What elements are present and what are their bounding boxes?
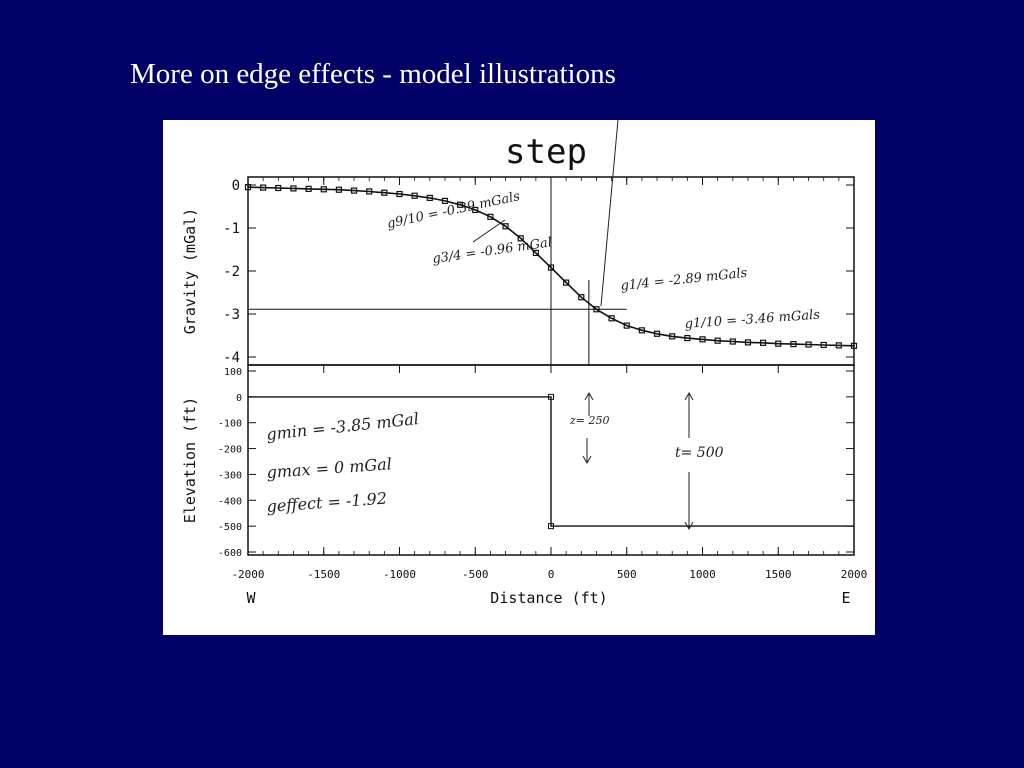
gravity-point bbox=[335, 186, 342, 193]
gravity-point bbox=[472, 206, 479, 214]
gravity-y-tick-label: -1 bbox=[223, 221, 240, 237]
t-arrowhead-down bbox=[684, 521, 694, 531]
gravity-series-line bbox=[247, 186, 855, 347]
gravity-point bbox=[759, 339, 767, 346]
x-tick-label: 1500 bbox=[765, 568, 792, 581]
x-tick-label: 1000 bbox=[689, 568, 716, 581]
gravity-point bbox=[775, 340, 782, 347]
gravity-point bbox=[532, 249, 539, 257]
gravity-point bbox=[623, 322, 630, 329]
gravity-point bbox=[653, 330, 661, 337]
gravity-point bbox=[290, 185, 297, 192]
gravity-point bbox=[487, 213, 494, 220]
x-tick-label: -1500 bbox=[307, 568, 340, 581]
elevation-y-tick-label: -300 bbox=[218, 470, 242, 481]
gravity-point bbox=[275, 184, 282, 192]
distance-axis-label: Distance (ft) bbox=[490, 589, 607, 607]
gravity-y-tick-label: 0 bbox=[232, 178, 240, 194]
gravity-point bbox=[305, 185, 312, 192]
gravity-point bbox=[820, 341, 827, 349]
annotation-g3-4-leader bbox=[472, 219, 506, 243]
step-bottom-point bbox=[548, 523, 554, 530]
gravity-point bbox=[578, 294, 585, 301]
annotation-g3-4: g3/4 = -0.96 mGal bbox=[431, 235, 552, 267]
gravity-point bbox=[790, 341, 797, 348]
step-model-figure: step Gravity (mGal) Elevation (ft) Dista… bbox=[163, 120, 875, 635]
gravity-point bbox=[350, 187, 358, 194]
elevation-y-tick-label: -200 bbox=[218, 445, 242, 456]
gravity-point bbox=[669, 333, 676, 340]
annotation-g1-10: g1/10 = -3.46 mGals bbox=[684, 308, 820, 332]
gravity-axis-label: Gravity (mGal) bbox=[181, 208, 199, 334]
elevation-y-tick-label: 100 bbox=[224, 367, 242, 378]
annotation-gmin: gmin = -3.85 mGal bbox=[265, 409, 419, 444]
elevation-axis-label: Elevation (ft) bbox=[181, 397, 199, 523]
x-tick-label: -1000 bbox=[383, 568, 416, 581]
t-arrowhead-up bbox=[684, 391, 694, 401]
gravity-point bbox=[426, 194, 433, 202]
gravity-point bbox=[457, 201, 464, 208]
x-tick-label: 0 bbox=[548, 568, 555, 581]
west-label: W bbox=[246, 589, 256, 607]
annotation-g1-4: g1/4 = -2.89 mGals bbox=[620, 266, 748, 294]
x-tick-label: 500 bbox=[617, 568, 637, 581]
annotation-z: z= 250 bbox=[569, 414, 610, 427]
gravity-point bbox=[729, 338, 736, 345]
elevation-y-tick-label: 0 bbox=[236, 393, 242, 404]
x-tick-label: -500 bbox=[462, 568, 489, 581]
gravity-point bbox=[366, 188, 373, 195]
east-label: E bbox=[841, 589, 850, 607]
gravity-point bbox=[517, 235, 524, 242]
gravity-point bbox=[320, 186, 327, 193]
gravity-point bbox=[547, 264, 555, 271]
annotation-gmax: gmax = 0 mGal bbox=[266, 454, 392, 482]
gravity-point bbox=[411, 192, 418, 199]
gravity-y-tick-label: -4 bbox=[223, 350, 240, 366]
gravity-point bbox=[638, 327, 645, 334]
step-top-point bbox=[548, 393, 554, 400]
gravity-point bbox=[381, 189, 388, 196]
gravity-y-tick-label: -2 bbox=[223, 264, 240, 280]
x-tick-label: 2000 bbox=[841, 568, 868, 581]
gravity-point bbox=[744, 339, 752, 346]
gravity-point bbox=[714, 337, 721, 344]
gravity-point bbox=[502, 223, 509, 230]
chart-title: step bbox=[505, 132, 587, 172]
slide-title: More on edge effects - model illustratio… bbox=[130, 58, 616, 90]
gravity-point bbox=[699, 336, 706, 343]
gravity-y-tick-label: -3 bbox=[223, 307, 240, 323]
elevation-y-tick-label: -500 bbox=[218, 522, 242, 533]
annotation-geffect: geffect = -1.92 bbox=[266, 489, 388, 516]
elevation-step-line bbox=[248, 396, 854, 527]
elevation-y-tick-label: -400 bbox=[218, 496, 242, 507]
gravity-point bbox=[260, 184, 267, 191]
gravity-point bbox=[244, 184, 252, 191]
figure-svg: step Gravity (mGal) Elevation (ft) Dista… bbox=[181, 120, 868, 607]
elevation-y-tick-label: -100 bbox=[218, 419, 242, 430]
gravity-point bbox=[593, 306, 600, 313]
gravity-point bbox=[441, 197, 449, 205]
gravity-point bbox=[608, 315, 615, 322]
gravity-point bbox=[835, 342, 842, 349]
gravity-point bbox=[850, 342, 858, 349]
gravity-point bbox=[805, 341, 812, 348]
gravity-point bbox=[396, 190, 403, 198]
elevation-y-tick-label: -600 bbox=[218, 548, 242, 559]
annotation-t: t= 500 bbox=[675, 445, 724, 461]
x-tick-label: -2000 bbox=[231, 568, 264, 581]
z-arrowhead-down bbox=[582, 455, 592, 465]
gravity-point bbox=[684, 334, 691, 342]
z-arrowhead-up bbox=[584, 391, 594, 401]
gravity-point bbox=[563, 279, 570, 286]
annotation-g1-4-leader bbox=[600, 120, 619, 307]
